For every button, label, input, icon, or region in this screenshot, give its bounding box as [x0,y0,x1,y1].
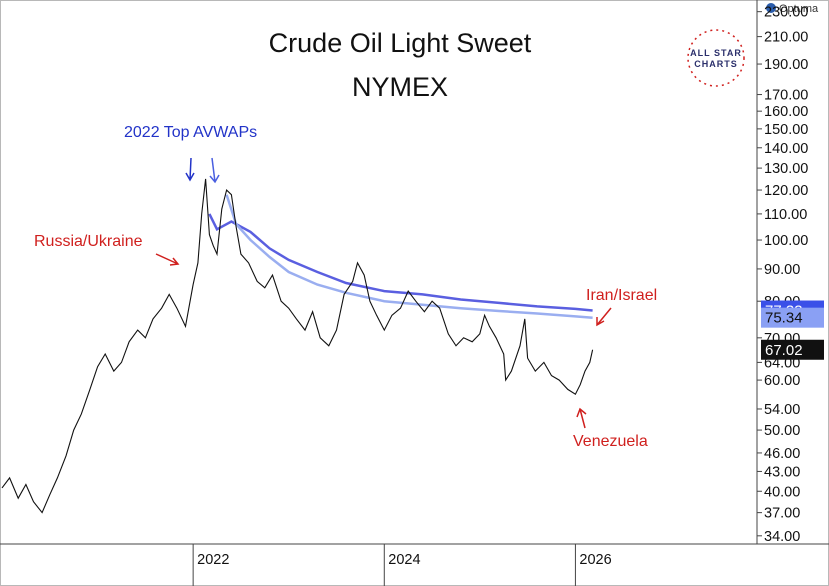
y-tick-label: 110.00 [764,207,807,223]
arrow-up-icon [576,407,587,429]
y-tick-label: 37.00 [764,506,800,522]
y-tick-label: 230.00 [764,5,808,21]
x-tick-label: 2026 [579,552,611,568]
value-badge-label: 75.34 [765,310,803,327]
annotation-iran: Iran/Israel [586,287,657,327]
y-tick-label: 40.00 [764,484,800,500]
annotation-venezuela-label: Venezuela [573,433,648,450]
y-tick-label: 160.00 [764,104,808,120]
x-tick-label: 2024 [388,552,420,568]
price-line [1,178,594,514]
y-tick-label: 60.00 [764,373,800,389]
value-badge [761,339,824,360]
y-tick-label: 210.00 [764,30,808,46]
value-badge [761,307,824,328]
arrow-right-icon [155,253,180,266]
x-tick-label: 2022 [197,552,229,568]
y-tick-label: 120.00 [764,183,808,199]
annotation-russia: Russia/Ukraine [34,233,180,266]
avwap-line-2 [225,194,593,319]
y-tick-label: 90.00 [764,262,800,278]
logo-line-2: CHARTS [694,59,738,69]
annotation-avwap: 2022 Top AVWAPs [124,124,257,184]
chart-title: Crude Oil Light Sweet [269,28,532,58]
y-tick-label: 46.00 [764,446,800,462]
annotation-russia-label: Russia/Ukraine [34,233,143,250]
y-tick-label: 140.00 [764,141,808,157]
y-tick-label: 170.00 [764,88,808,104]
arrow-down-icon [209,157,220,184]
y-tick-label: 130.00 [764,161,808,177]
annotation-venezuela: Venezuela [573,407,648,450]
arrow-down-icon [185,157,195,182]
optuma-logo-icon [766,3,776,13]
optuma-brand: Optuma [766,3,819,15]
y-tick-label: 43.00 [764,464,800,480]
annotation-avwap-label: 2022 Top AVWAPs [124,124,257,141]
all-star-charts-logo: ALL STAR CHARTS [687,29,745,87]
y-tick-label: 190.00 [764,57,808,73]
y-tick-label: 34.00 [764,529,800,545]
y-tick-label: 150.00 [764,122,808,138]
y-tick-label: 50.00 [764,423,800,439]
logo-star-ring-icon [687,29,745,87]
chart-subtitle: NYMEX [352,72,448,102]
logo-line-1: ALL STAR [690,48,742,58]
x-axis-ticks: 2022 2024 2026 [192,544,612,586]
arrow-down-left-icon [596,307,612,327]
y-tick-label: 54.00 [764,402,800,418]
optuma-label: Optuma [779,3,819,15]
value-badge-label: 67.02 [765,342,803,359]
annotation-iran-label: Iran/Israel [586,287,657,304]
y-tick-label: 100.00 [764,233,808,249]
